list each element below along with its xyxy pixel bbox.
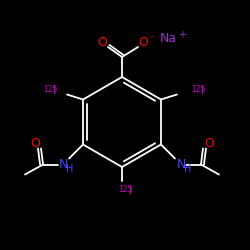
- Text: 125: 125: [43, 85, 58, 94]
- Text: O: O: [138, 36, 148, 49]
- Text: O: O: [97, 36, 107, 49]
- Text: +: +: [178, 30, 186, 40]
- Text: I: I: [201, 86, 204, 96]
- Text: 125: 125: [118, 186, 132, 194]
- Text: N: N: [176, 158, 186, 171]
- Text: ⁻: ⁻: [150, 34, 154, 44]
- Text: O: O: [204, 137, 214, 150]
- Text: 125: 125: [191, 85, 205, 94]
- Text: H: H: [184, 164, 192, 174]
- Text: N: N: [58, 158, 68, 171]
- Text: Na: Na: [160, 32, 176, 46]
- Text: I: I: [53, 86, 56, 96]
- Text: I: I: [129, 186, 132, 196]
- Text: O: O: [30, 137, 40, 150]
- Text: H: H: [66, 164, 74, 174]
